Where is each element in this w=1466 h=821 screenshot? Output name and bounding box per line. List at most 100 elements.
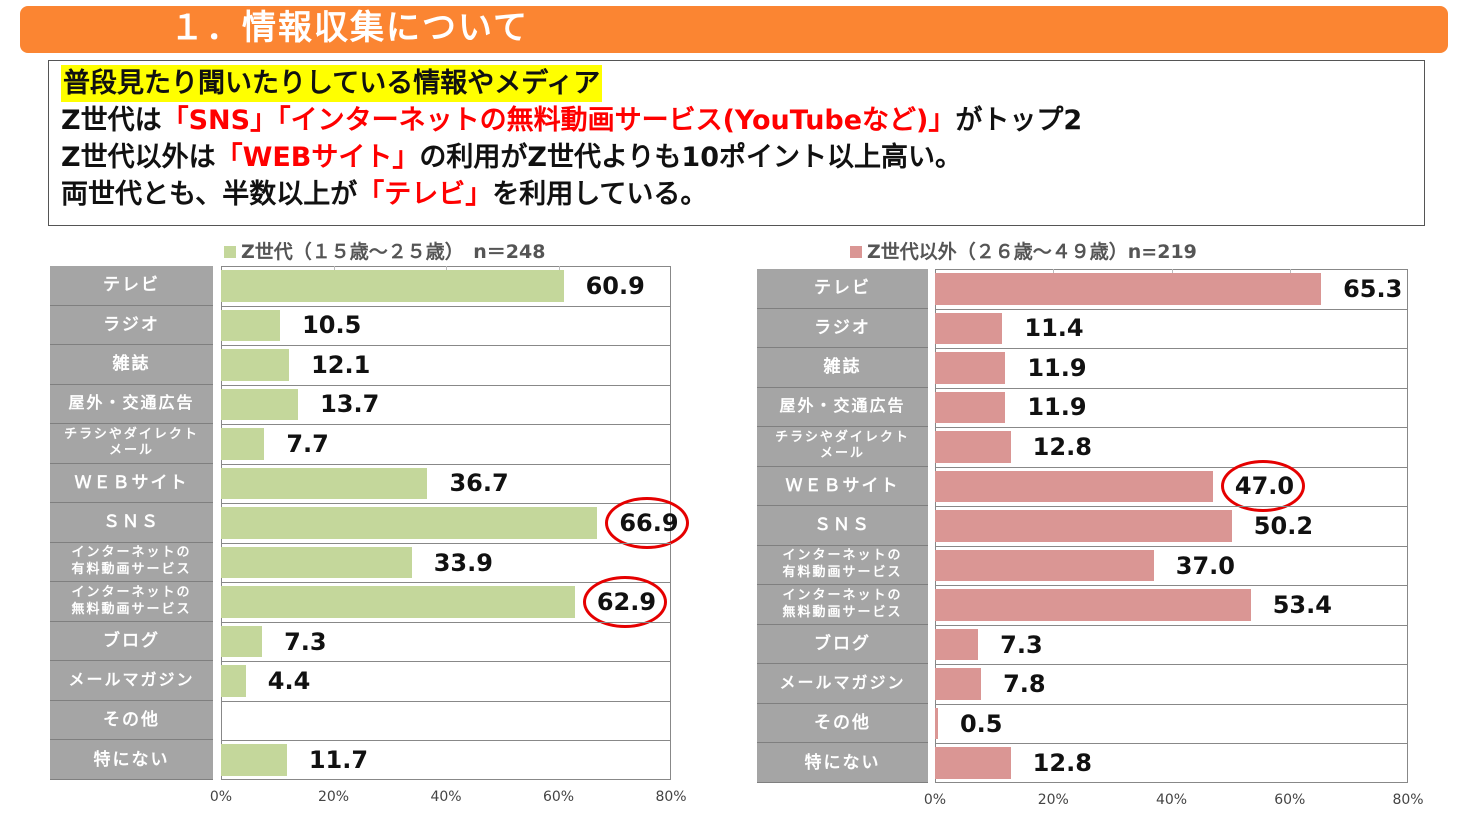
- category-label: メールマガジン: [50, 661, 213, 701]
- category-label: テレビ: [757, 269, 928, 309]
- data-label: 7.8: [1003, 670, 1046, 699]
- highlight-text: 「テレビ」: [357, 179, 493, 210]
- tick-label: 60%: [1274, 792, 1306, 808]
- bar: [221, 428, 265, 460]
- bar: [221, 309, 281, 342]
- summary-heading: 普段見たり聞いたりしている情報やメディア: [61, 65, 603, 102]
- row-divider: [221, 621, 671, 623]
- row-divider: [221, 463, 671, 465]
- data-label: 7.3: [284, 627, 327, 656]
- bar: [221, 270, 564, 302]
- row-divider: [935, 308, 1408, 310]
- bar: [221, 507, 598, 539]
- text: を利用している。: [492, 179, 708, 210]
- row-divider: [221, 661, 671, 663]
- data-label: 37.0: [1175, 551, 1235, 580]
- tick-label: 0%: [923, 792, 947, 808]
- tick-label: 40%: [430, 789, 462, 805]
- category-label: 特にない: [50, 740, 213, 780]
- data-label: 11.9: [1027, 353, 1087, 382]
- category-label: 屋外・交通広告: [757, 388, 928, 428]
- category-label: その他: [50, 701, 213, 741]
- category-label: ブログ: [50, 622, 213, 662]
- legend-swatch: [850, 246, 862, 258]
- bar: [935, 470, 1213, 503]
- category-column: [50, 266, 213, 780]
- bar: [935, 549, 1154, 582]
- row-divider: [221, 345, 671, 347]
- tick-label: 20%: [317, 789, 350, 805]
- data-label: 12.1: [311, 350, 371, 379]
- bar: [935, 273, 1322, 305]
- category-label: チラシやダイレクト メール: [757, 427, 928, 467]
- legend-label: Z世代以外（２６歳～４９歳）n=219: [867, 241, 1197, 263]
- row-divider: [935, 466, 1408, 468]
- tick-label: 20%: [1037, 792, 1069, 808]
- category-label: 屋外・交通広告: [50, 385, 213, 425]
- category-label: ＳＮＳ: [50, 503, 213, 543]
- text: Z世代以外は: [61, 142, 216, 173]
- bar: [221, 546, 412, 579]
- data-label: 0.5: [959, 709, 1003, 738]
- legend-label: Z世代（１５歳～２５歳） n＝248: [241, 241, 546, 263]
- data-label: 65.3: [1343, 274, 1403, 303]
- bar: [221, 388, 299, 421]
- row-divider: [221, 305, 671, 307]
- bar: [935, 707, 938, 740]
- highlight-circle: [1220, 460, 1305, 513]
- category-label: ラジオ: [757, 309, 928, 349]
- data-label: 10.5: [302, 311, 362, 340]
- gridline: [558, 266, 560, 272]
- row-divider: [935, 585, 1408, 587]
- row-divider: [221, 384, 671, 386]
- data-label: 33.9: [433, 548, 493, 577]
- bar: [935, 312, 1003, 345]
- data-label: 36.7: [449, 469, 509, 498]
- category-column: [757, 269, 928, 783]
- row-divider: [935, 348, 1408, 350]
- data-label: 13.7: [320, 390, 380, 419]
- row-divider: [935, 624, 1408, 626]
- bar: [935, 589, 1251, 621]
- row-divider: [935, 427, 1408, 429]
- data-label: 7.7: [286, 429, 329, 458]
- legend-swatch: [224, 246, 236, 258]
- row-divider: [935, 545, 1408, 547]
- summary-line-2: Z世代以外は「WEBサイト」の利用がZ世代よりも10ポイント以上高い。: [61, 139, 1412, 176]
- category-label: インターネットの 有料動画サービス: [50, 543, 213, 583]
- row-divider: [221, 503, 671, 505]
- gridline: [446, 266, 447, 272]
- bar: [935, 510, 1232, 542]
- bar: [935, 668, 982, 700]
- data-label: 11.7: [308, 746, 369, 775]
- category-label: ラジオ: [50, 306, 213, 346]
- data-label: 4.4: [267, 667, 311, 696]
- row-divider: [935, 664, 1408, 666]
- bar: [935, 352, 1006, 384]
- bar: [221, 586, 575, 618]
- gridline: [1053, 269, 1055, 275]
- row-divider: [935, 703, 1408, 705]
- data-label: 11.9: [1027, 393, 1087, 422]
- summary-line-1: Z世代は「SNS」「インターネットの無料動画サービス(YouTubeなど)」がト…: [61, 102, 1412, 139]
- legend: Z世代（１５歳～２５歳） n＝248: [224, 237, 545, 264]
- row-divider: [221, 542, 671, 544]
- bar: [221, 349, 290, 381]
- row-divider: [935, 387, 1408, 389]
- row-divider: [221, 740, 671, 742]
- tick-label: 60%: [542, 789, 575, 805]
- tick-label: 40%: [1155, 792, 1188, 808]
- tick-label: 80%: [1392, 792, 1424, 808]
- category-label: テレビ: [50, 266, 213, 306]
- category-label: チラシやダイレクト メール: [50, 424, 213, 464]
- data-label: 50.2: [1253, 512, 1314, 540]
- data-label: 12.8: [1032, 749, 1092, 778]
- category-label: ＷＥＢサイト: [50, 464, 213, 504]
- highlight-circle: [582, 576, 667, 629]
- text: 両世代とも、半数以上が: [61, 179, 358, 210]
- gridline: [333, 266, 335, 272]
- category-label: メールマガジン: [757, 664, 928, 704]
- text: Z世代は: [61, 105, 162, 136]
- category-label: ＷＥＢサイト: [757, 467, 928, 507]
- bar: [935, 391, 1006, 424]
